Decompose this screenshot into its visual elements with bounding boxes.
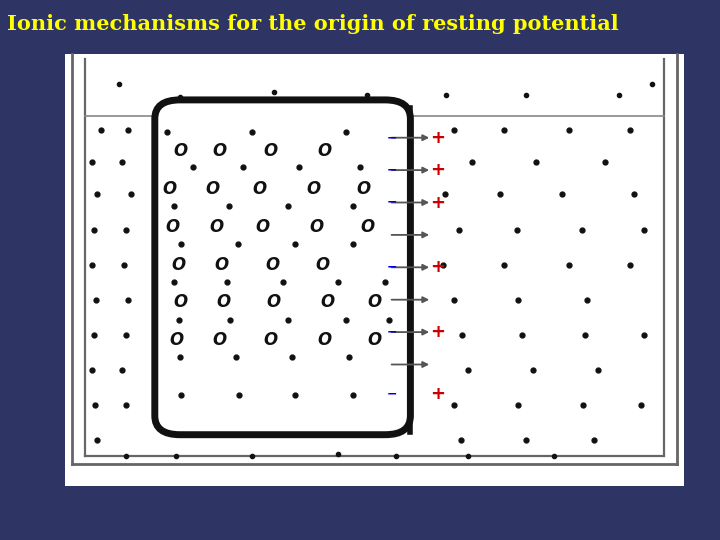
Text: O: O xyxy=(317,142,331,160)
Text: −: − xyxy=(387,164,397,177)
Text: O: O xyxy=(173,142,187,160)
Text: −: − xyxy=(387,131,397,144)
Text: O: O xyxy=(209,218,223,236)
Text: +: + xyxy=(431,258,445,276)
Text: O: O xyxy=(169,331,184,349)
Text: O: O xyxy=(310,218,324,236)
Text: O: O xyxy=(173,293,187,312)
Text: +: + xyxy=(431,385,445,403)
Text: O: O xyxy=(166,218,180,236)
Text: −: − xyxy=(387,326,397,339)
Text: O: O xyxy=(266,293,281,312)
Text: O: O xyxy=(306,180,320,198)
Text: O: O xyxy=(256,218,270,236)
Text: O: O xyxy=(263,142,277,160)
Text: +: + xyxy=(431,193,445,212)
FancyBboxPatch shape xyxy=(155,100,410,435)
Text: O: O xyxy=(216,293,230,312)
Text: −: − xyxy=(387,388,397,401)
Text: O: O xyxy=(360,218,374,236)
Text: O: O xyxy=(317,331,331,349)
Text: −: − xyxy=(387,261,397,274)
Text: −: − xyxy=(387,196,397,209)
Text: O: O xyxy=(171,255,186,274)
FancyBboxPatch shape xyxy=(65,54,684,486)
Text: O: O xyxy=(367,293,382,312)
Text: O: O xyxy=(265,255,279,274)
Text: O: O xyxy=(315,255,330,274)
Text: O: O xyxy=(320,293,335,312)
Text: +: + xyxy=(431,129,445,147)
Text: O: O xyxy=(215,255,229,274)
Text: O: O xyxy=(356,180,371,198)
Text: O: O xyxy=(252,180,266,198)
Text: Ionic mechanisms for the origin of resting potential: Ionic mechanisms for the origin of resti… xyxy=(7,14,619,33)
Text: O: O xyxy=(212,142,227,160)
Text: O: O xyxy=(263,331,277,349)
Text: O: O xyxy=(162,180,176,198)
Text: +: + xyxy=(431,161,445,179)
Text: O: O xyxy=(212,331,227,349)
Text: +: + xyxy=(431,323,445,341)
Text: O: O xyxy=(205,180,220,198)
Text: O: O xyxy=(367,331,382,349)
